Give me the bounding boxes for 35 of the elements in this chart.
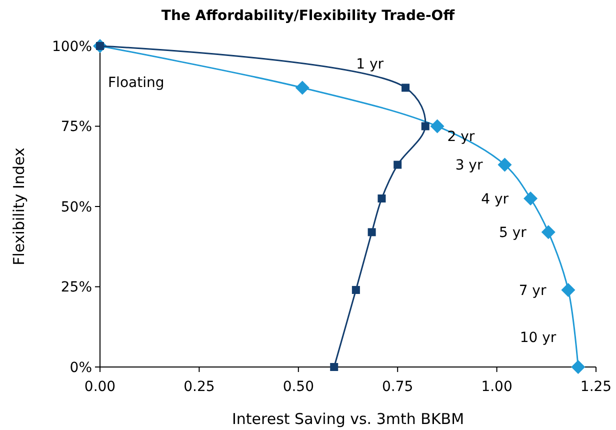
point xyxy=(394,160,402,169)
point xyxy=(498,158,512,172)
annotation: 1 yr xyxy=(356,56,384,73)
x-tick-label: 1.00 xyxy=(481,379,512,395)
y-tick-label: 25% xyxy=(60,280,92,296)
y-tick-label: 50% xyxy=(60,199,92,216)
point xyxy=(430,119,444,134)
y-axis-title: Flexibility Index xyxy=(10,148,28,266)
x-tick-label: 0.25 xyxy=(184,379,215,395)
y-tick-label: 0% xyxy=(70,360,92,376)
point xyxy=(295,80,310,95)
point xyxy=(571,360,586,374)
x-tick-label: 0.00 xyxy=(84,379,116,395)
point xyxy=(368,228,376,236)
chart-title: The Affordability/Flexibility Trade-Off xyxy=(161,8,456,24)
point xyxy=(421,122,430,130)
annotation: 10 yr xyxy=(520,330,556,346)
point xyxy=(561,282,576,297)
annotation: 4 yr xyxy=(481,191,509,208)
point xyxy=(330,363,338,371)
y-tick-label: 75% xyxy=(60,119,92,136)
point xyxy=(352,286,360,294)
y-tick-label: 100% xyxy=(52,38,92,55)
point xyxy=(402,84,410,92)
annotation: Floating xyxy=(108,74,164,91)
annotation: 3 yr xyxy=(455,158,483,174)
point xyxy=(524,191,538,206)
x-tick-label: 0.50 xyxy=(282,379,314,395)
annotation: 7 yr xyxy=(518,282,546,299)
x-tick-label: 0.75 xyxy=(382,379,414,395)
x-axis-title: Interest Saving vs. 3mth BKBM xyxy=(232,410,464,428)
annotation: 5 yr xyxy=(498,225,527,242)
x-tick-label: 1.25 xyxy=(580,379,612,395)
point xyxy=(541,225,556,240)
point xyxy=(378,194,386,202)
